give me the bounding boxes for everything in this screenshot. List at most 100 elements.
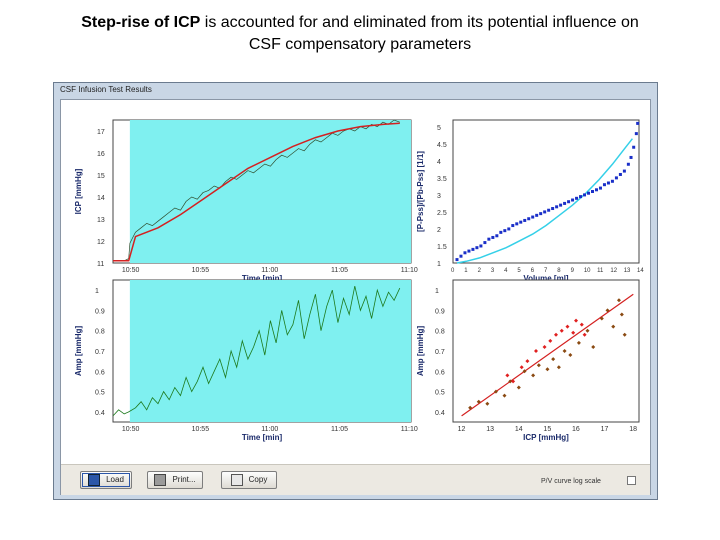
pv-x-tick-label: 5 [517, 268, 521, 274]
icp-fit-line [113, 122, 400, 262]
pv-y-tick-label: 3.5 [437, 176, 447, 183]
amp-icp-plot-area [452, 279, 640, 423]
pv-x-tick-label: 6 [531, 268, 535, 274]
amp-x-tick-label: 10:55 [192, 426, 210, 433]
pv-data-point [479, 244, 483, 248]
copy-button[interactable]: Copy [221, 471, 277, 489]
pv-data-point [571, 198, 575, 202]
pv-x-tick-label: 13 [624, 268, 631, 274]
pv-data-point [610, 179, 614, 183]
pv-y-tick-label: 5 [437, 125, 441, 132]
brown-data-point [508, 379, 513, 384]
amp-icp-y-tick-label: 0.4 [435, 410, 445, 417]
amp-icp-y-tick-label: 0.6 [435, 369, 445, 376]
icp-x-tick-label: 11:10 [401, 267, 418, 274]
pv-y-tick-label: 2 [437, 227, 441, 234]
pv-data-point [519, 220, 523, 224]
pv-fit-curve [456, 138, 633, 264]
pv-data-point [471, 247, 475, 251]
pv-x-tick-label: 0 [451, 268, 455, 274]
print-button[interactable]: Print... [147, 471, 203, 489]
pv-data-point [559, 203, 563, 207]
amp-y-axis-label: Amp [mmHg] [74, 326, 83, 377]
pv-data-point [567, 200, 571, 204]
brown-data-point [545, 367, 550, 372]
pv-data-point [515, 222, 519, 226]
pv-data-point [632, 145, 636, 149]
pv-data-point [575, 196, 579, 200]
amp-x-tick-label: 10:50 [122, 426, 140, 433]
pv-data-point [587, 191, 591, 195]
slide-title-rest: is accounted for and eliminated from its… [200, 14, 639, 31]
amp-icp-y-axis-label: Amp [mmHg] [416, 326, 425, 377]
icp-x-axis-label: Time [min] [242, 274, 283, 283]
pv-y-tick-label: 1 [437, 261, 441, 268]
pv-data-point [483, 241, 487, 245]
pv-log-scale-label: P/V curve log scale [541, 478, 601, 485]
amp-y-tick-label: 0.8 [95, 329, 105, 336]
brown-data-point [568, 353, 573, 358]
pv-x-tick-label: 4 [504, 268, 508, 274]
pv-y-tick-label: 3 [437, 193, 441, 200]
icp-y-tick-label: 12 [97, 239, 105, 246]
load-button[interactable]: Load [80, 471, 132, 489]
pv-data-point [499, 230, 503, 234]
slide-title: Step-rise of ICP is accounted for and el… [20, 12, 700, 56]
icp-y-tick-label: 14 [97, 195, 105, 202]
pv-data-point [626, 162, 630, 166]
red-data-point [565, 324, 570, 329]
pv-data-point [594, 188, 598, 192]
brown-data-point [502, 393, 507, 398]
red-data-point [574, 318, 579, 323]
brown-data-point [493, 389, 498, 394]
amp-icp-x-tick-label: 12 [458, 426, 466, 433]
icp-x-tick-label: 11:05 [331, 267, 348, 274]
amp-y-tick-label: 0.4 [95, 410, 105, 417]
pv-data-point [591, 190, 594, 193]
button-bar: Load Print... Copy P/V curve log scale [61, 464, 650, 495]
icp-y-tick-label: 11 [97, 261, 104, 268]
pv-data-point [634, 132, 638, 136]
pv-x-tick-label: 12 [610, 268, 617, 274]
pv-x-tick-label: 1 [464, 268, 468, 274]
pv-data-point [547, 208, 551, 212]
infusion-results-window: CSF Infusion Test Results 11 12 13 14 15 16 17… [53, 82, 658, 500]
pv-data-point [606, 181, 610, 185]
copy-icon [230, 473, 243, 486]
brown-data-point [476, 399, 481, 404]
pv-data-point [629, 155, 633, 159]
pv-data-point [583, 193, 587, 197]
pv-data-point [636, 121, 640, 125]
brown-data-point [551, 357, 556, 362]
pv-data-point [579, 195, 583, 199]
amp-x-tick-label: 11:00 [261, 426, 278, 433]
slide-title-line-2: CSF compensatory parameters [248, 36, 472, 53]
pv-x-tick-label: 8 [557, 268, 561, 274]
icp-y-tick-label: 17 [97, 129, 105, 136]
red-data-point [559, 328, 564, 333]
pv-y-tick-label: 1.5 [437, 244, 447, 251]
pv-plot-area [452, 119, 640, 264]
pv-data-point [551, 207, 555, 211]
window-titlebar[interactable]: CSF Infusion Test Results [60, 85, 152, 94]
red-data-point [554, 332, 559, 337]
pv-x-tick-label: 3 [491, 268, 495, 274]
icp-y-tick-label: 15 [97, 173, 105, 180]
amp-icp-x-tick-label: 13 [486, 426, 494, 433]
pv-data-point [487, 237, 491, 241]
pv-data-point [527, 217, 531, 221]
slide-title-line-1: Step-rise of ICP is accounted for and el… [20, 12, 700, 34]
brown-data-point [531, 373, 536, 378]
pv-log-scale-checkbox[interactable] [627, 476, 636, 485]
pv-x-axis-label: Volume [ml] [523, 274, 569, 283]
amp-icp-x-tick-label: 17 [601, 426, 609, 433]
load-icon [88, 473, 101, 486]
brown-data-point [611, 324, 616, 329]
pv-data-point [523, 218, 527, 222]
amp-icp-y-tick-label: 0.8 [435, 329, 445, 336]
pv-data-point [467, 249, 471, 253]
amp-icp-y-tick-label: 0.5 [435, 390, 445, 397]
red-data-point [548, 338, 553, 343]
red-data-point [579, 322, 584, 327]
